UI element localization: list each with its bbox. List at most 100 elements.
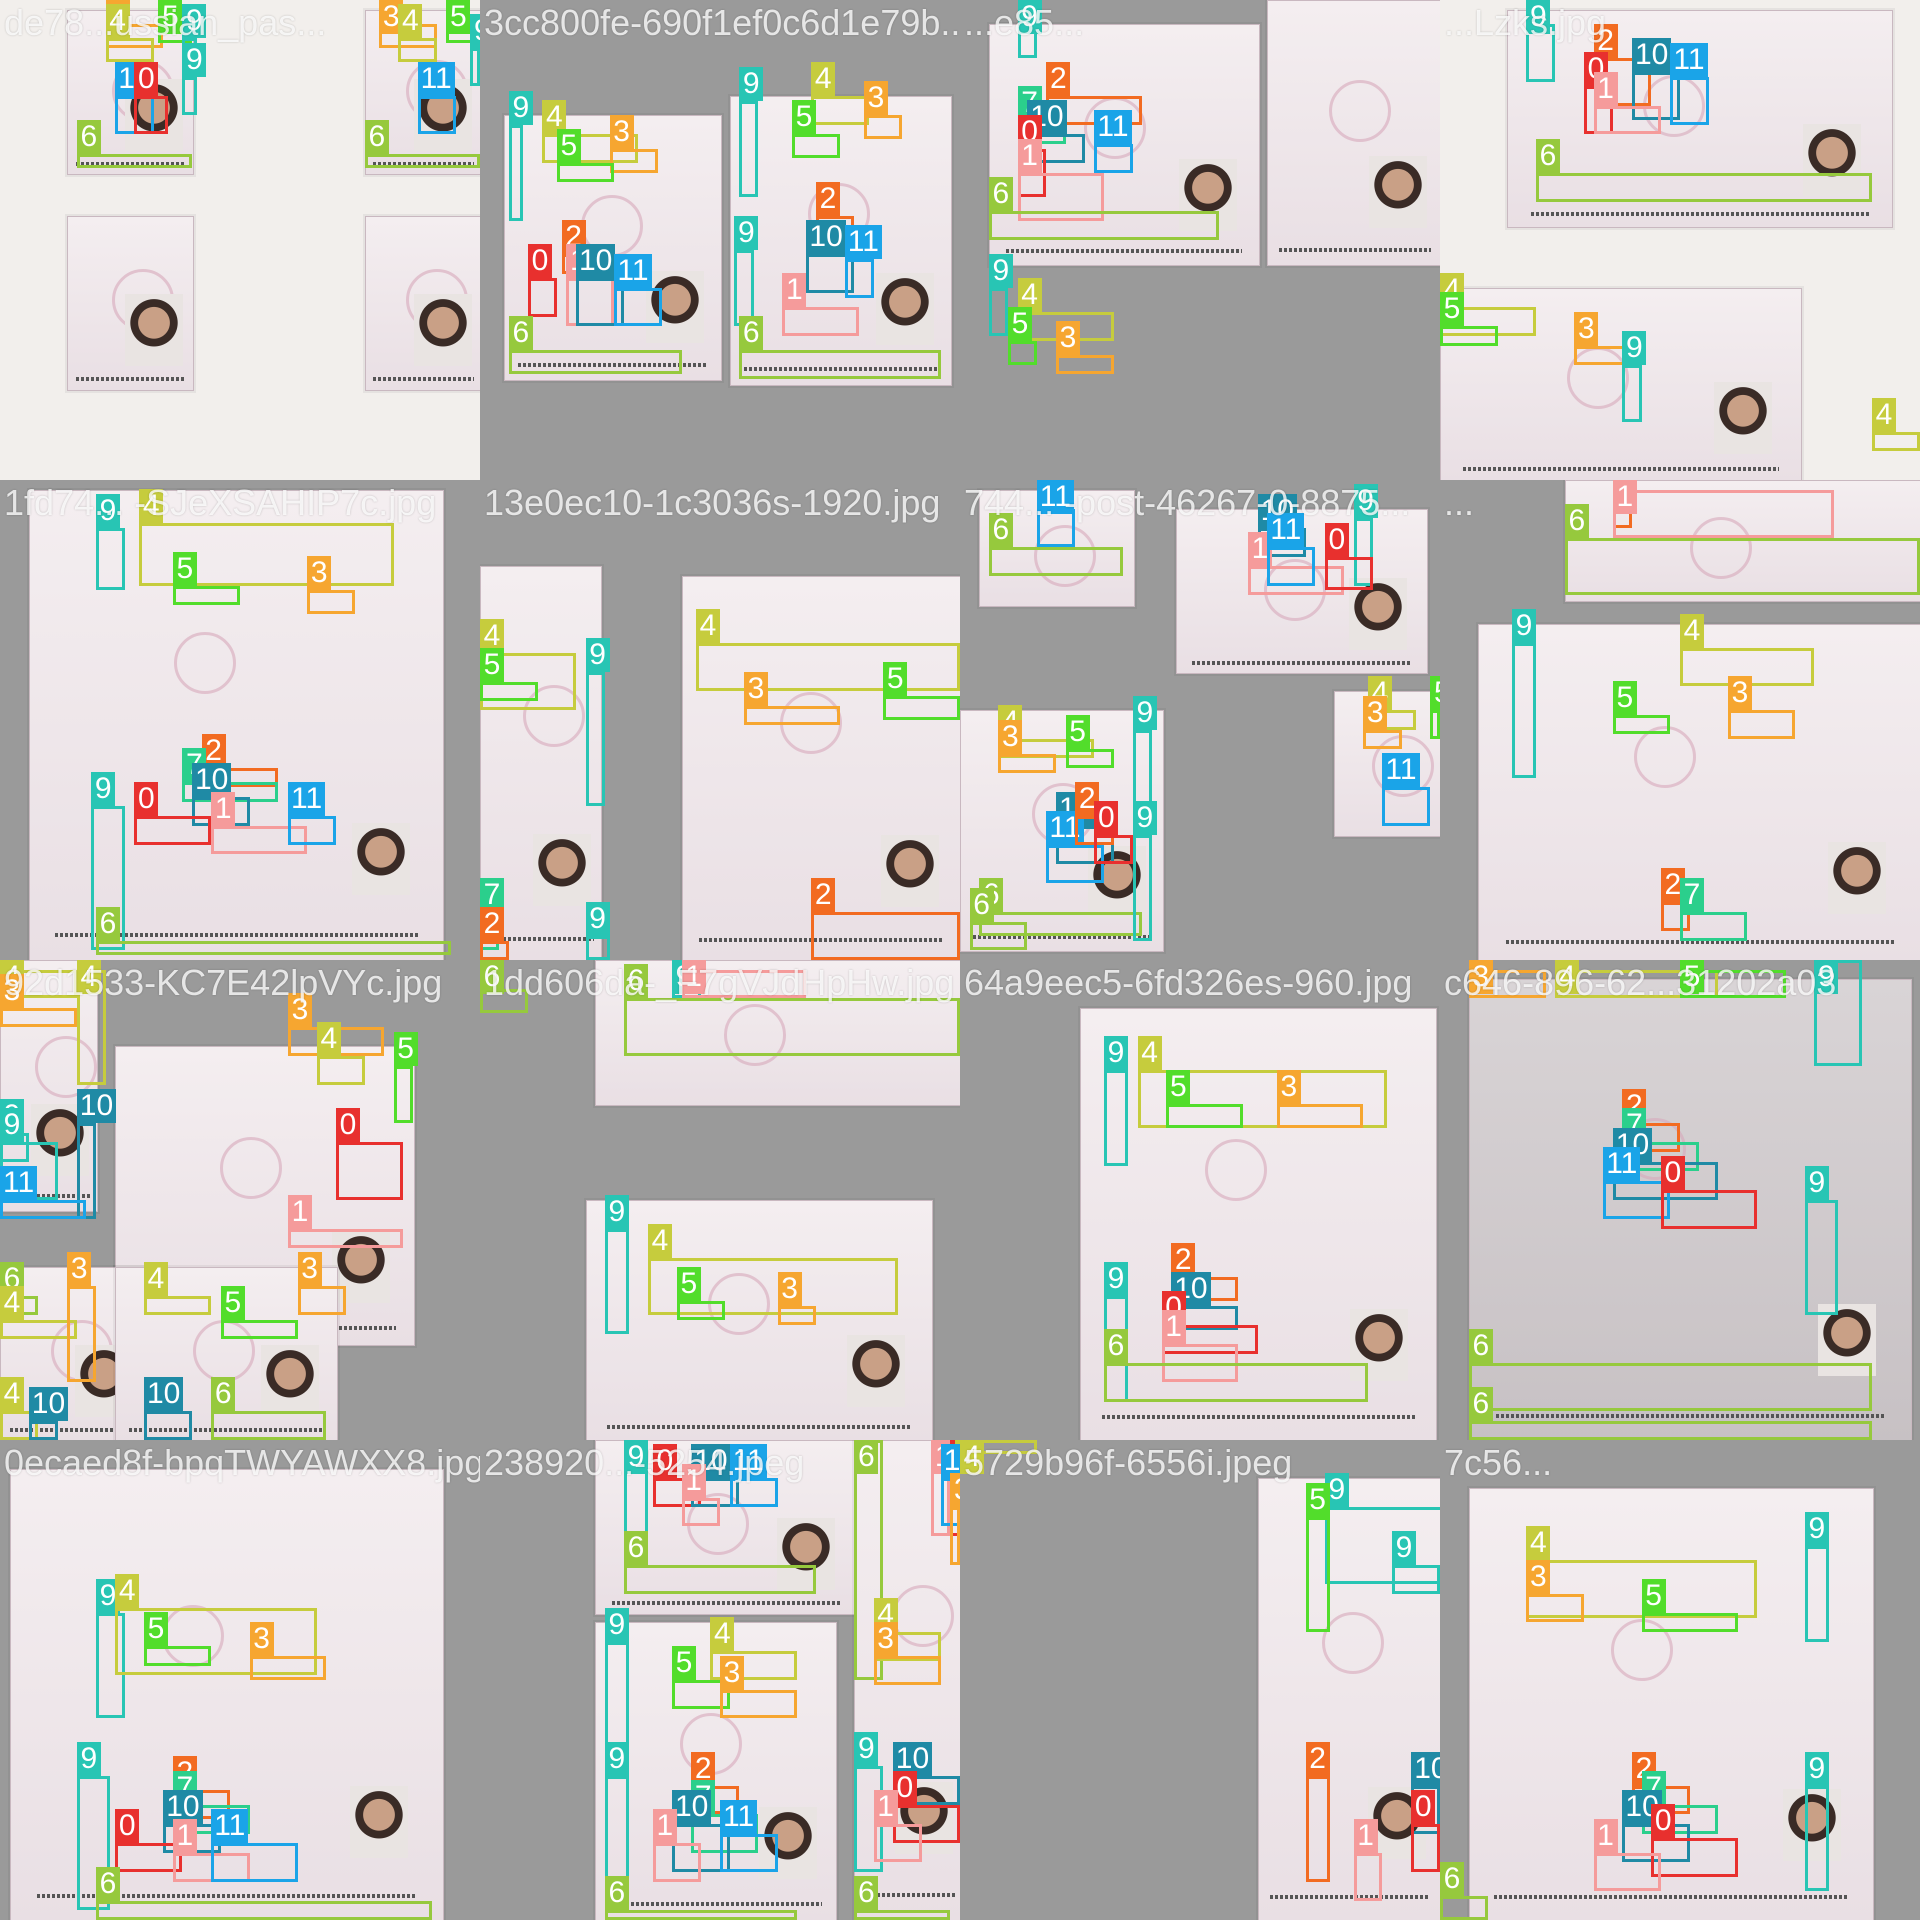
bounding-box	[96, 1900, 432, 1920]
class-label: 6	[76, 119, 101, 154]
class-label: 6	[854, 1440, 879, 1474]
emblem-stamp	[1322, 1611, 1385, 1674]
class-label: 6	[988, 177, 1013, 212]
tile-filename: 5729b96f-6556i.jpeg	[964, 1442, 1293, 1483]
class-label: 11	[1267, 513, 1305, 548]
portrait-photo	[413, 293, 472, 366]
passport-image	[1440, 288, 1802, 480]
class-label: 0	[528, 244, 552, 279]
class-label: 4	[1137, 1036, 1162, 1071]
bounding-box	[811, 912, 960, 960]
class-label: 10	[576, 244, 616, 279]
bounding-box	[1353, 1852, 1383, 1901]
portrait-photo	[261, 1344, 320, 1417]
bounding-box	[364, 153, 480, 168]
class-label: 10	[76, 1089, 117, 1124]
class-label: 9	[1804, 1166, 1829, 1200]
bounding-box	[672, 1824, 730, 1872]
class-label: 9	[739, 66, 764, 101]
bounding-box	[739, 100, 759, 197]
emblem-stamp	[707, 1273, 770, 1335]
mrz-line	[1462, 467, 1780, 472]
mrz-line	[372, 161, 475, 166]
bounding-box	[1305, 1776, 1330, 1882]
bounding-box	[398, 38, 437, 63]
class-label: 4	[76, 960, 101, 994]
class-label: 3	[950, 1473, 960, 1508]
mosaic-tile: 4359201101169435921011163cc800fe-690f1ef…	[480, 0, 960, 480]
class-label: 4	[710, 1617, 735, 1652]
class-label: 9	[1622, 330, 1647, 365]
mosaic-tile: 495392710011161fd74... -SJeXSAHIP7c.jpg	[0, 480, 480, 960]
bounding-box	[76, 153, 192, 168]
bounding-box	[806, 254, 855, 293]
bounding-box	[1440, 1896, 1488, 1920]
class-label: 11	[211, 1809, 249, 1844]
class-label: 4	[480, 618, 504, 653]
bounding-box	[883, 696, 960, 720]
class-label: 0	[1411, 1790, 1436, 1824]
mrz-line	[699, 937, 945, 942]
bounding-box	[1804, 1200, 1839, 1316]
mosaic-tile: 216495327...	[1440, 480, 1920, 960]
mosaic-tile: 9 2 0 10 11 1 6 4 5 3 9 4 ...Lzks.jpg	[1440, 0, 1920, 480]
portrait-photo	[880, 835, 939, 908]
bounding-box	[1248, 566, 1344, 596]
class-label: 0	[1094, 801, 1119, 836]
class-label: 3	[1276, 1070, 1301, 1104]
bounding-box	[1166, 1104, 1244, 1128]
class-label: 5	[1430, 676, 1440, 711]
class-label: 9	[1104, 1262, 1128, 1296]
bounding-box	[1324, 1507, 1440, 1584]
class-label: 2	[1171, 1242, 1196, 1277]
class-label: 4	[542, 100, 567, 135]
class-label: 9	[988, 254, 1013, 288]
tile-filename: 0ecaed8f-bpqTWYAWXX8.jpg	[4, 1442, 480, 1483]
class-label: 6	[988, 513, 1013, 548]
class-label: 4	[696, 609, 720, 644]
bounding-box	[1104, 1070, 1128, 1167]
mosaic-tile: 4 3 5 9 2 7 10 0 1 6 9 7c56...	[1440, 1440, 1920, 1920]
passport-image	[67, 216, 194, 391]
bounding-box	[1612, 715, 1671, 735]
class-label: 1	[172, 1818, 197, 1853]
class-label: 5	[446, 0, 471, 34]
class-label: 7	[480, 878, 504, 912]
emblem-stamp	[1328, 80, 1391, 143]
class-label: 9	[1132, 695, 1157, 730]
class-label: 4	[960, 1440, 984, 1474]
bounding-box	[144, 1411, 192, 1440]
bounding-box	[988, 288, 1008, 336]
emblem-stamp	[174, 631, 237, 694]
class-label: 3	[1363, 695, 1388, 730]
bounding-box	[211, 1843, 298, 1882]
tile-filename: 92d1533-KC7E42lpVYc.jpg	[4, 962, 443, 1003]
mosaic-tile: 9010111661041139453927101116439100162389…	[480, 1440, 960, 1920]
class-label: 4	[648, 1223, 672, 1258]
bounding-box	[1430, 710, 1440, 740]
class-label: 10	[1632, 38, 1672, 72]
emblem-stamp	[1033, 525, 1096, 588]
bounding-box	[585, 672, 605, 807]
class-label: 9	[624, 1440, 648, 1474]
mrz-line	[54, 933, 418, 938]
class-label: 2	[480, 906, 504, 941]
bounding-box	[1804, 1785, 1829, 1892]
bounding-box	[1536, 172, 1872, 202]
tile-filename: 7c56...	[1444, 1442, 1553, 1483]
bounding-box	[1104, 1363, 1368, 1402]
portrait-photo	[1827, 841, 1886, 914]
portrait-photo	[875, 272, 934, 345]
class-label: 9	[76, 1742, 101, 1776]
class-label: 1	[681, 1463, 706, 1498]
bounding-box	[182, 76, 197, 116]
class-label: 1	[873, 1790, 898, 1824]
mrz-line	[1269, 1894, 1431, 1899]
class-label: 9	[470, 14, 480, 48]
class-label: 10	[1411, 1751, 1440, 1786]
bounding-box	[734, 249, 754, 327]
mrz-line	[517, 363, 709, 367]
class-label: 5	[1008, 306, 1032, 341]
class-label: 1	[782, 273, 807, 308]
bounding-box	[211, 1411, 327, 1440]
